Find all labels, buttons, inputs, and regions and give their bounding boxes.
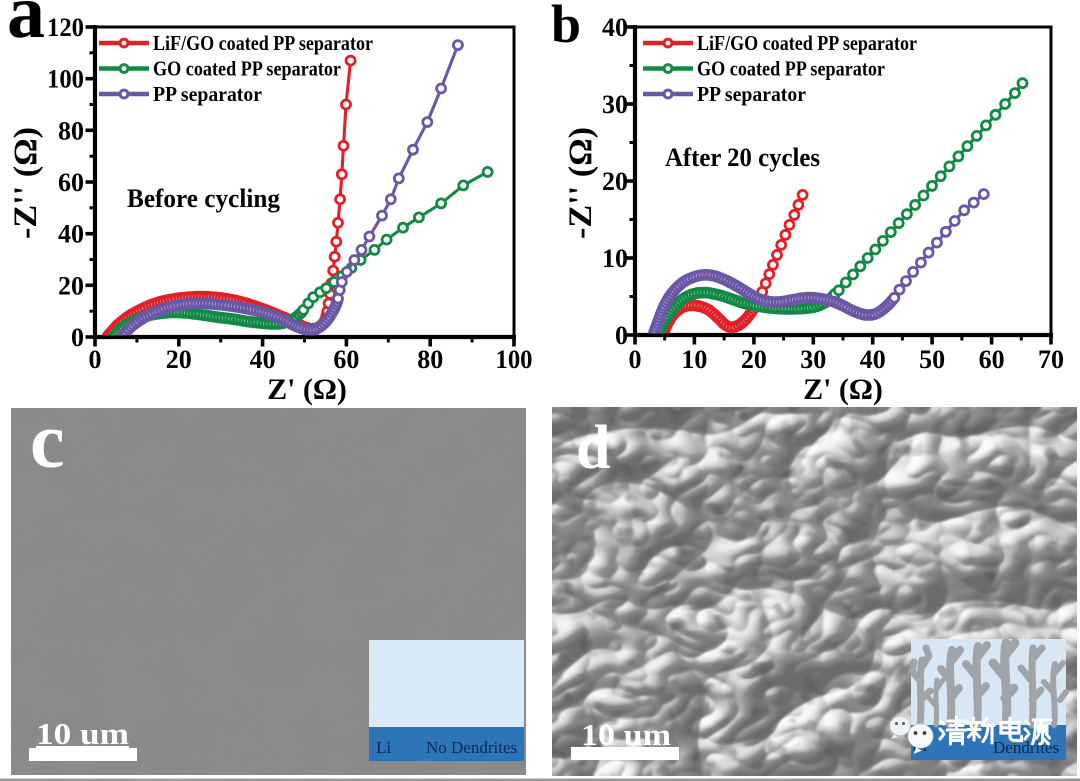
svg-text:0: 0 — [89, 345, 102, 374]
svg-text:GO coated PP separator: GO coated PP separator — [697, 57, 885, 81]
svg-text:GO coated PP separator: GO coated PP separator — [153, 57, 341, 81]
svg-text:0: 0 — [615, 321, 628, 350]
svg-text:Z' (Ω): Z' (Ω) — [267, 373, 347, 406]
svg-text:20: 20 — [58, 271, 84, 300]
svg-text:30: 30 — [602, 90, 628, 119]
svg-text:100: 100 — [496, 345, 533, 374]
svg-text:PP separator: PP separator — [153, 82, 262, 106]
svg-text:60: 60 — [979, 345, 1005, 374]
svg-text:Z' (Ω): Z' (Ω) — [803, 373, 883, 406]
svg-text:20: 20 — [741, 345, 767, 374]
svg-text:a: a — [7, 0, 45, 54]
svg-text:d: d — [576, 414, 610, 482]
svg-text:40: 40 — [58, 220, 84, 249]
svg-text:40: 40 — [250, 345, 276, 374]
svg-text:0: 0 — [71, 323, 84, 352]
svg-text:100: 100 — [47, 65, 84, 94]
svg-text:LiF/GO coated PP separator: LiF/GO coated PP separator — [153, 31, 373, 55]
svg-text:-Z'' (Ω): -Z'' (Ω) — [8, 127, 44, 239]
svg-text:80: 80 — [417, 345, 443, 374]
svg-text:Li: Li — [376, 738, 391, 757]
svg-text:0: 0 — [629, 345, 642, 374]
svg-text:20: 20 — [602, 167, 628, 196]
svg-text:PP separator: PP separator — [697, 82, 806, 106]
svg-text:60: 60 — [58, 168, 84, 197]
svg-text:10 um: 10 um — [36, 716, 129, 751]
svg-text:50: 50 — [919, 345, 945, 374]
svg-text:Before cycling: Before cycling — [127, 184, 280, 213]
svg-text:120: 120 — [47, 13, 84, 42]
svg-text:-Z'' (Ω): -Z'' (Ω) — [563, 127, 599, 239]
svg-text:b: b — [551, 0, 581, 54]
svg-text:Dendrites: Dendrites — [993, 738, 1059, 757]
svg-text:70: 70 — [1038, 345, 1064, 374]
svg-text:No Dendrites: No Dendrites — [426, 738, 517, 757]
svg-text:c: c — [30, 397, 65, 484]
svg-text:40: 40 — [860, 345, 886, 374]
svg-text:10 um: 10 um — [581, 717, 671, 752]
svg-text:30: 30 — [800, 345, 826, 374]
svg-text:10: 10 — [602, 244, 628, 273]
svg-text:After 20 cycles: After 20 cycles — [665, 143, 820, 172]
svg-text:20: 20 — [166, 345, 192, 374]
svg-text:LiF/GO coated PP separator: LiF/GO coated PP separator — [697, 31, 917, 55]
svg-text:10: 10 — [681, 345, 707, 374]
svg-text:40: 40 — [602, 13, 628, 42]
svg-text:60: 60 — [333, 345, 359, 374]
svg-text:80: 80 — [58, 116, 84, 145]
